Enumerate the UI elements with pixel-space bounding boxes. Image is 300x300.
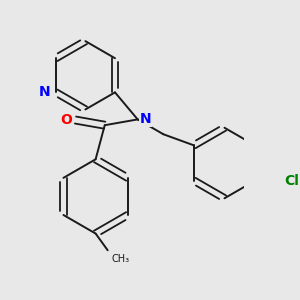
Text: O: O — [60, 113, 72, 127]
Text: Cl: Cl — [284, 174, 299, 188]
Text: CH₃: CH₃ — [111, 254, 130, 264]
Text: N: N — [39, 85, 50, 99]
Text: N: N — [140, 112, 151, 126]
